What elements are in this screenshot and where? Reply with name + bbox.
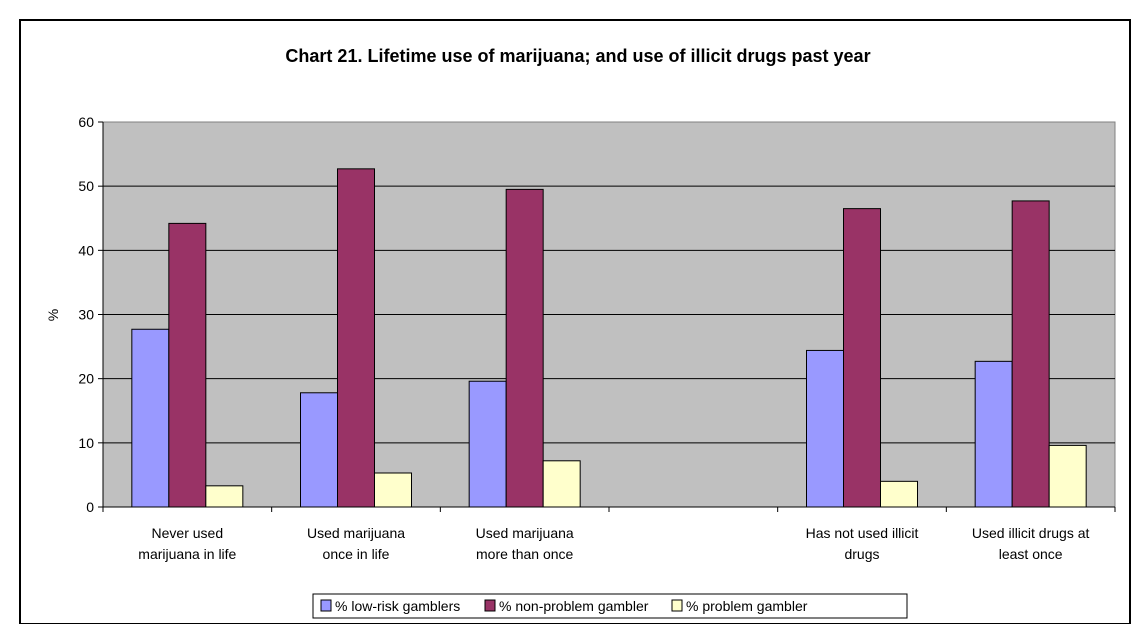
- bar: [843, 208, 881, 508]
- category-label: marijuana in life: [138, 546, 236, 562]
- bar: [1011, 200, 1050, 508]
- y-tick-labels: 0 10 20 30 40 50 60: [78, 114, 94, 515]
- bar: [542, 460, 581, 508]
- legend-swatch: [671, 599, 683, 612]
- bars: [131, 168, 1087, 508]
- category-label: Used marijuana: [476, 525, 574, 541]
- bar: [974, 360, 1013, 508]
- category-label: Never used: [152, 525, 224, 541]
- legend-box: [312, 593, 908, 619]
- category-label: drugs: [844, 546, 879, 562]
- y-axis-label: %: [45, 309, 61, 321]
- bar: [131, 328, 170, 508]
- category-label: least once: [999, 546, 1063, 562]
- y-tick-label: 50: [78, 178, 94, 194]
- y-tick-label: 30: [78, 307, 94, 323]
- chart-title: Chart 21. Lifetime use of marijuana; and…: [285, 46, 870, 66]
- legend-items: % low-risk gamblers % non-problem gambler…: [320, 598, 808, 614]
- bar: [337, 168, 375, 508]
- y-tick-label: 20: [78, 371, 94, 387]
- bar: [374, 472, 412, 508]
- axes: [98, 121, 1116, 512]
- legend: % low-risk gamblers % non-problem gambler…: [312, 593, 908, 619]
- legend-label: % low-risk gamblers: [335, 598, 460, 614]
- bar: [168, 222, 207, 508]
- legend-swatch: [320, 599, 332, 612]
- y-tick-label: 10: [78, 435, 94, 451]
- bar: [880, 480, 918, 508]
- category-labels: Never used marijuana in life Used marijuan…: [138, 525, 1089, 562]
- legend-label: % problem gambler: [686, 598, 808, 614]
- legend-label: % non-problem gambler: [499, 598, 649, 614]
- y-tick-label: 60: [78, 114, 94, 130]
- bar: [505, 188, 544, 508]
- category-label: more than once: [476, 546, 573, 562]
- bar: [300, 392, 338, 508]
- gridlines: [103, 185, 1115, 444]
- y-tick-label: 0: [86, 499, 94, 515]
- category-label: Used marijuana: [307, 525, 405, 541]
- bar: [205, 485, 244, 508]
- bar: [806, 349, 844, 508]
- category-label: once in life: [323, 546, 390, 562]
- legend-swatch: [484, 599, 496, 612]
- category-label: Has not used illicit: [806, 525, 919, 541]
- category-label: Used illicit drugs at: [972, 525, 1090, 541]
- y-tick-label: 40: [78, 242, 94, 258]
- bar: [468, 380, 507, 508]
- bar: [1048, 444, 1087, 508]
